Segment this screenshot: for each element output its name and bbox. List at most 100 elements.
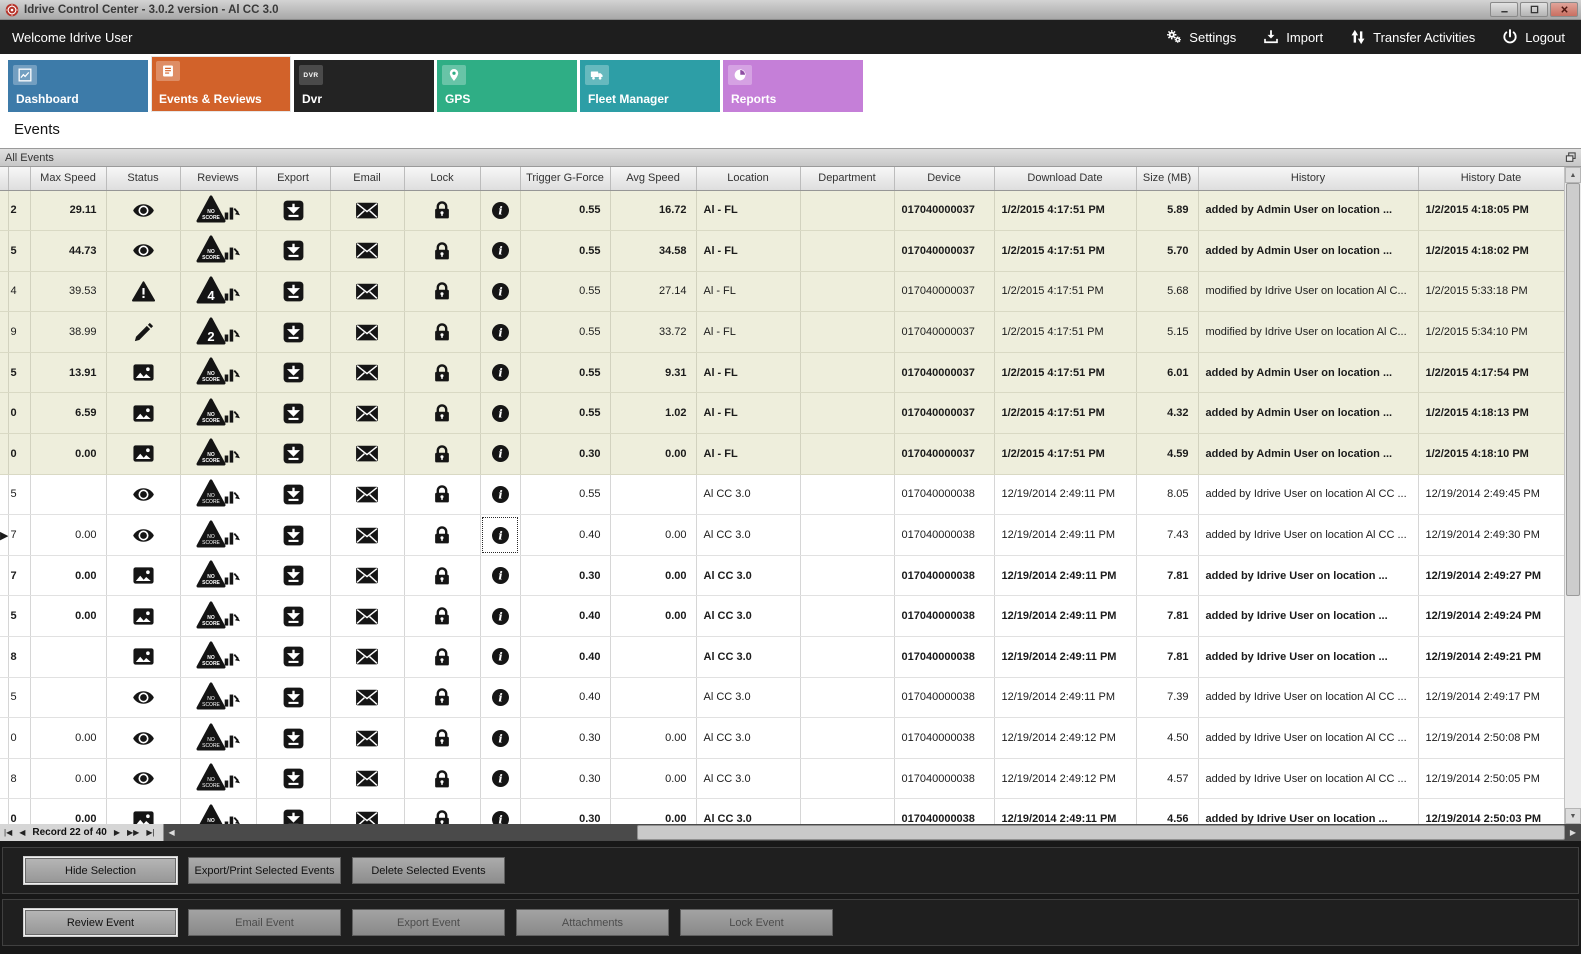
- cell-export[interactable]: [256, 636, 331, 678]
- cell-info[interactable]: [480, 798, 521, 824]
- cell-status[interactable]: [106, 230, 181, 272]
- cell-lock[interactable]: [404, 392, 481, 435]
- restore-panel-icon[interactable]: [1565, 152, 1577, 163]
- cell-info[interactable]: [480, 352, 521, 394]
- attachments-button[interactable]: Attachments: [516, 909, 669, 936]
- cell-reviews[interactable]: 4: [180, 271, 257, 313]
- cell-status[interactable]: [106, 433, 181, 475]
- cell-export[interactable]: [256, 514, 331, 556]
- horizontal-scrollbar[interactable]: ◀ ▶: [164, 824, 1581, 841]
- grid-row[interactable]: 9 38.99 2 0.55 33.72 Al - FL 017040000037 1/2/2…: [0, 311, 1564, 353]
- next-record-button[interactable]: ▶: [113, 828, 121, 837]
- cell-info[interactable]: [480, 514, 521, 556]
- scroll-down-icon[interactable]: ▼: [1565, 808, 1581, 824]
- cell-lock[interactable]: [404, 677, 481, 719]
- cell-info[interactable]: [480, 595, 521, 638]
- cell-export[interactable]: [256, 352, 331, 394]
- grid-row[interactable]: ▶ 7 0.00 NO SCORE 0.40 0.00 Al CC 3.0 0170400000…: [0, 514, 1564, 556]
- close-button[interactable]: [1550, 2, 1578, 17]
- cell-export[interactable]: [256, 271, 331, 313]
- horizontal-scroll-thumb[interactable]: [636, 825, 1565, 840]
- column-header[interactable]: Email: [330, 167, 405, 191]
- grid-row[interactable]: 8 NO SCORE 0.40 Al CC 3.0 017040000038 12/19/2…: [0, 636, 1564, 678]
- vertical-scroll-thumb[interactable]: [1566, 183, 1580, 596]
- scroll-left-icon[interactable]: ◀: [168, 828, 175, 837]
- column-header[interactable]: Size (MB): [1136, 167, 1199, 191]
- first-record-button[interactable]: |◀: [4, 828, 13, 837]
- tab-dashboard[interactable]: Dashboard: [8, 60, 148, 112]
- scroll-up-icon[interactable]: ▲: [1565, 167, 1581, 183]
- tab-events-reviews[interactable]: Events & Reviews: [151, 56, 291, 112]
- column-header[interactable]: [8, 167, 31, 191]
- cell-email[interactable]: [330, 636, 405, 678]
- email-event-button[interactable]: Email Event: [188, 909, 341, 936]
- cell-lock[interactable]: [404, 758, 481, 800]
- column-header[interactable]: Location: [696, 167, 801, 191]
- cell-email[interactable]: [330, 190, 405, 232]
- minimize-button[interactable]: [1490, 2, 1518, 17]
- cell-info[interactable]: [480, 271, 521, 313]
- cell-info[interactable]: [480, 555, 521, 597]
- cell-export[interactable]: [256, 311, 331, 353]
- cell-email[interactable]: [330, 392, 405, 435]
- cell-reviews[interactable]: 2: [180, 311, 257, 353]
- column-header[interactable]: Device: [894, 167, 995, 191]
- cell-status[interactable]: [106, 595, 181, 638]
- cell-info[interactable]: [480, 474, 521, 516]
- last-record-button[interactable]: ▶|: [146, 828, 155, 837]
- cell-status[interactable]: [106, 392, 181, 435]
- column-header[interactable]: Status: [106, 167, 181, 191]
- cell-status[interactable]: [106, 514, 181, 556]
- cell-status[interactable]: [106, 758, 181, 800]
- cell-export[interactable]: [256, 595, 331, 638]
- column-header[interactable]: History: [1198, 167, 1419, 191]
- grid-row[interactable]: 5 NO SCORE 0.55 Al CC 3.0 017040000038 12/19/2…: [0, 474, 1564, 516]
- grid-row[interactable]: 8 0.00 NO SCORE 0.30 0.00 Al CC 3.0 01704000003…: [0, 758, 1564, 800]
- cell-export[interactable]: [256, 392, 331, 435]
- cell-export[interactable]: [256, 798, 331, 824]
- cell-info[interactable]: [480, 758, 521, 800]
- cell-lock[interactable]: [404, 595, 481, 638]
- cell-status[interactable]: [106, 677, 181, 719]
- cell-email[interactable]: [330, 514, 405, 556]
- grid-row[interactable]: 5 44.73 NO SCORE 0.55 34.58 Al - FL 01704000003…: [0, 230, 1564, 272]
- cell-email[interactable]: [330, 798, 405, 824]
- column-header[interactable]: History Date: [1418, 167, 1564, 191]
- cell-status[interactable]: [106, 717, 181, 759]
- grid-row[interactable]: 2 29.11 NO SCORE 0.55 16.72 Al - FL 01704000003…: [0, 190, 1564, 232]
- cell-email[interactable]: [330, 433, 405, 475]
- column-header[interactable]: Lock: [404, 167, 481, 191]
- cell-status[interactable]: [106, 636, 181, 678]
- cell-export[interactable]: [256, 758, 331, 800]
- cell-info[interactable]: [480, 636, 521, 678]
- cell-email[interactable]: [330, 230, 405, 272]
- cell-export[interactable]: [256, 677, 331, 719]
- cell-lock[interactable]: [404, 271, 481, 313]
- cell-info[interactable]: [480, 717, 521, 759]
- cell-lock[interactable]: [404, 798, 481, 824]
- column-header[interactable]: Download Date: [994, 167, 1137, 191]
- export-event-button[interactable]: Export Event: [352, 909, 505, 936]
- import-button[interactable]: Import: [1262, 28, 1323, 46]
- review-score-badge[interactable]: 2: [196, 317, 241, 345]
- review-score-badge[interactable]: 4: [196, 276, 241, 304]
- cell-status[interactable]: [106, 352, 181, 394]
- cell-export[interactable]: [256, 717, 331, 759]
- cell-email[interactable]: [330, 595, 405, 638]
- cell-lock[interactable]: [404, 433, 481, 475]
- column-header[interactable]: Export: [256, 167, 331, 191]
